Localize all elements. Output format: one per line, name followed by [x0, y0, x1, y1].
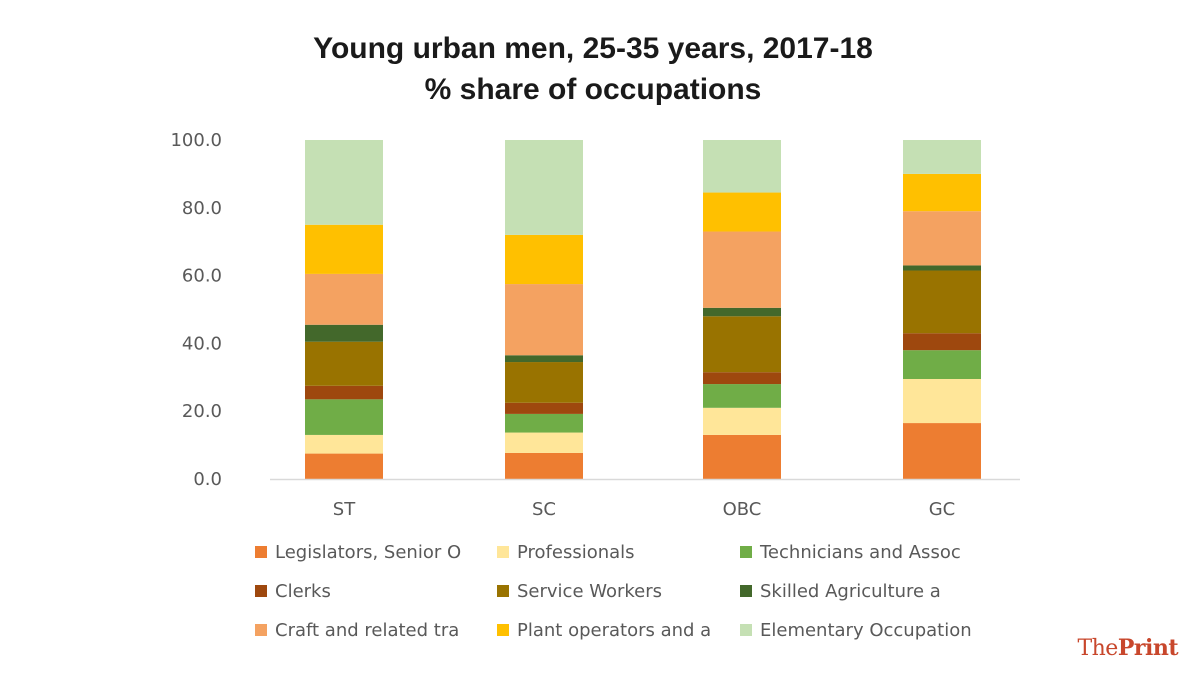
bar-segment: [703, 384, 781, 408]
bar-segment: [305, 140, 383, 225]
legend-item: Plant operators and a: [497, 620, 711, 641]
bar-segment: [505, 355, 583, 363]
y-tick-label: 80.0: [182, 198, 222, 219]
legend-item: Professionals: [497, 542, 635, 563]
legend-swatch: [740, 624, 752, 636]
y-tick-label: 0.0: [193, 469, 222, 490]
legend-item: Clerks: [255, 581, 331, 602]
bar-segment: [903, 333, 981, 351]
brand-print: Print: [1117, 635, 1179, 661]
legend-swatch: [255, 624, 267, 636]
legend-label: Skilled Agriculture a: [760, 581, 941, 602]
bar-segment: [305, 273, 383, 325]
bar-segment: [505, 284, 583, 356]
y-tick-label: 100.0: [170, 130, 222, 151]
bar-segment: [505, 362, 583, 403]
legend-swatch: [255, 585, 267, 597]
legend-label: Professionals: [517, 542, 635, 563]
legend-swatch: [497, 624, 509, 636]
legend: Legislators, Senior O Professionals Techni…: [255, 542, 972, 641]
x-tick-label: ST: [333, 499, 356, 520]
bar-segment: [903, 140, 981, 174]
bar-segment: [703, 434, 781, 479]
bar-segment: [903, 350, 981, 379]
x-tick-label: OBC: [723, 499, 762, 520]
bar-segment: [305, 385, 383, 400]
legend-swatch: [740, 585, 752, 597]
bar-segment: [703, 372, 781, 385]
legend-label: Legislators, Senior O: [275, 542, 461, 563]
bar-segment: [903, 265, 981, 271]
bar-segment: [305, 453, 383, 479]
bar-segment: [505, 452, 583, 479]
bar-segment: [903, 378, 981, 424]
legend-swatch: [497, 546, 509, 558]
bar-segment: [903, 423, 981, 479]
bar-segment: [903, 173, 981, 212]
brand-logo: ThePrint: [1077, 635, 1178, 661]
legend-label: Clerks: [275, 581, 331, 602]
bar-segment: [505, 234, 583, 285]
bar-segment: [903, 211, 981, 266]
bar-segment: [703, 231, 781, 308]
bar-segment: [703, 407, 781, 435]
legend-swatch: [255, 546, 267, 558]
legend-item: Technicians and Assoc: [740, 542, 961, 563]
chart-subtitle: % share of occupations: [425, 73, 762, 106]
bar-segment: [305, 399, 383, 435]
y-tick-label: 40.0: [182, 333, 222, 354]
x-axis: ST SC OBC GC: [270, 478, 1020, 520]
y-tick-label: 20.0: [182, 401, 222, 422]
bar-segment: [505, 140, 583, 235]
legend-label: Service Workers: [517, 581, 662, 602]
bar-segment: [505, 402, 583, 414]
bar-segment: [505, 413, 583, 433]
bar-segment: [703, 316, 781, 373]
bar-segment: [305, 324, 383, 342]
bar-segment: [305, 224, 383, 274]
brand-the: The: [1077, 636, 1118, 661]
bar-segment: [703, 192, 781, 232]
legend-swatch: [497, 585, 509, 597]
bar-segment: [305, 341, 383, 386]
bar-segment: [703, 307, 781, 317]
x-tick-label: SC: [532, 499, 556, 520]
legend-item: Service Workers: [497, 581, 662, 602]
bar-segment: [505, 432, 583, 453]
legend-item: Craft and related tra: [255, 620, 459, 641]
legend-label: Technicians and Assoc: [759, 542, 961, 563]
bars: [305, 140, 981, 479]
legend-label: Craft and related tra: [275, 620, 459, 641]
legend-label: Elementary Occupation: [760, 620, 972, 641]
legend-label: Plant operators and a: [517, 620, 711, 641]
y-axis: 0.0 20.0 40.0 60.0 80.0 100.0: [170, 130, 222, 490]
legend-item: Legislators, Senior O: [255, 542, 461, 563]
bar-segment: [703, 140, 781, 193]
chart-title: Young urban men, 25-35 years, 2017-18: [313, 32, 873, 65]
bar-segment: [903, 270, 981, 334]
x-tick-label: GC: [929, 499, 956, 520]
y-tick-label: 60.0: [182, 266, 222, 287]
bar-segment: [305, 434, 383, 454]
legend-swatch: [740, 546, 752, 558]
legend-item: Skilled Agriculture a: [740, 581, 941, 602]
legend-item: Elementary Occupation: [740, 620, 972, 641]
